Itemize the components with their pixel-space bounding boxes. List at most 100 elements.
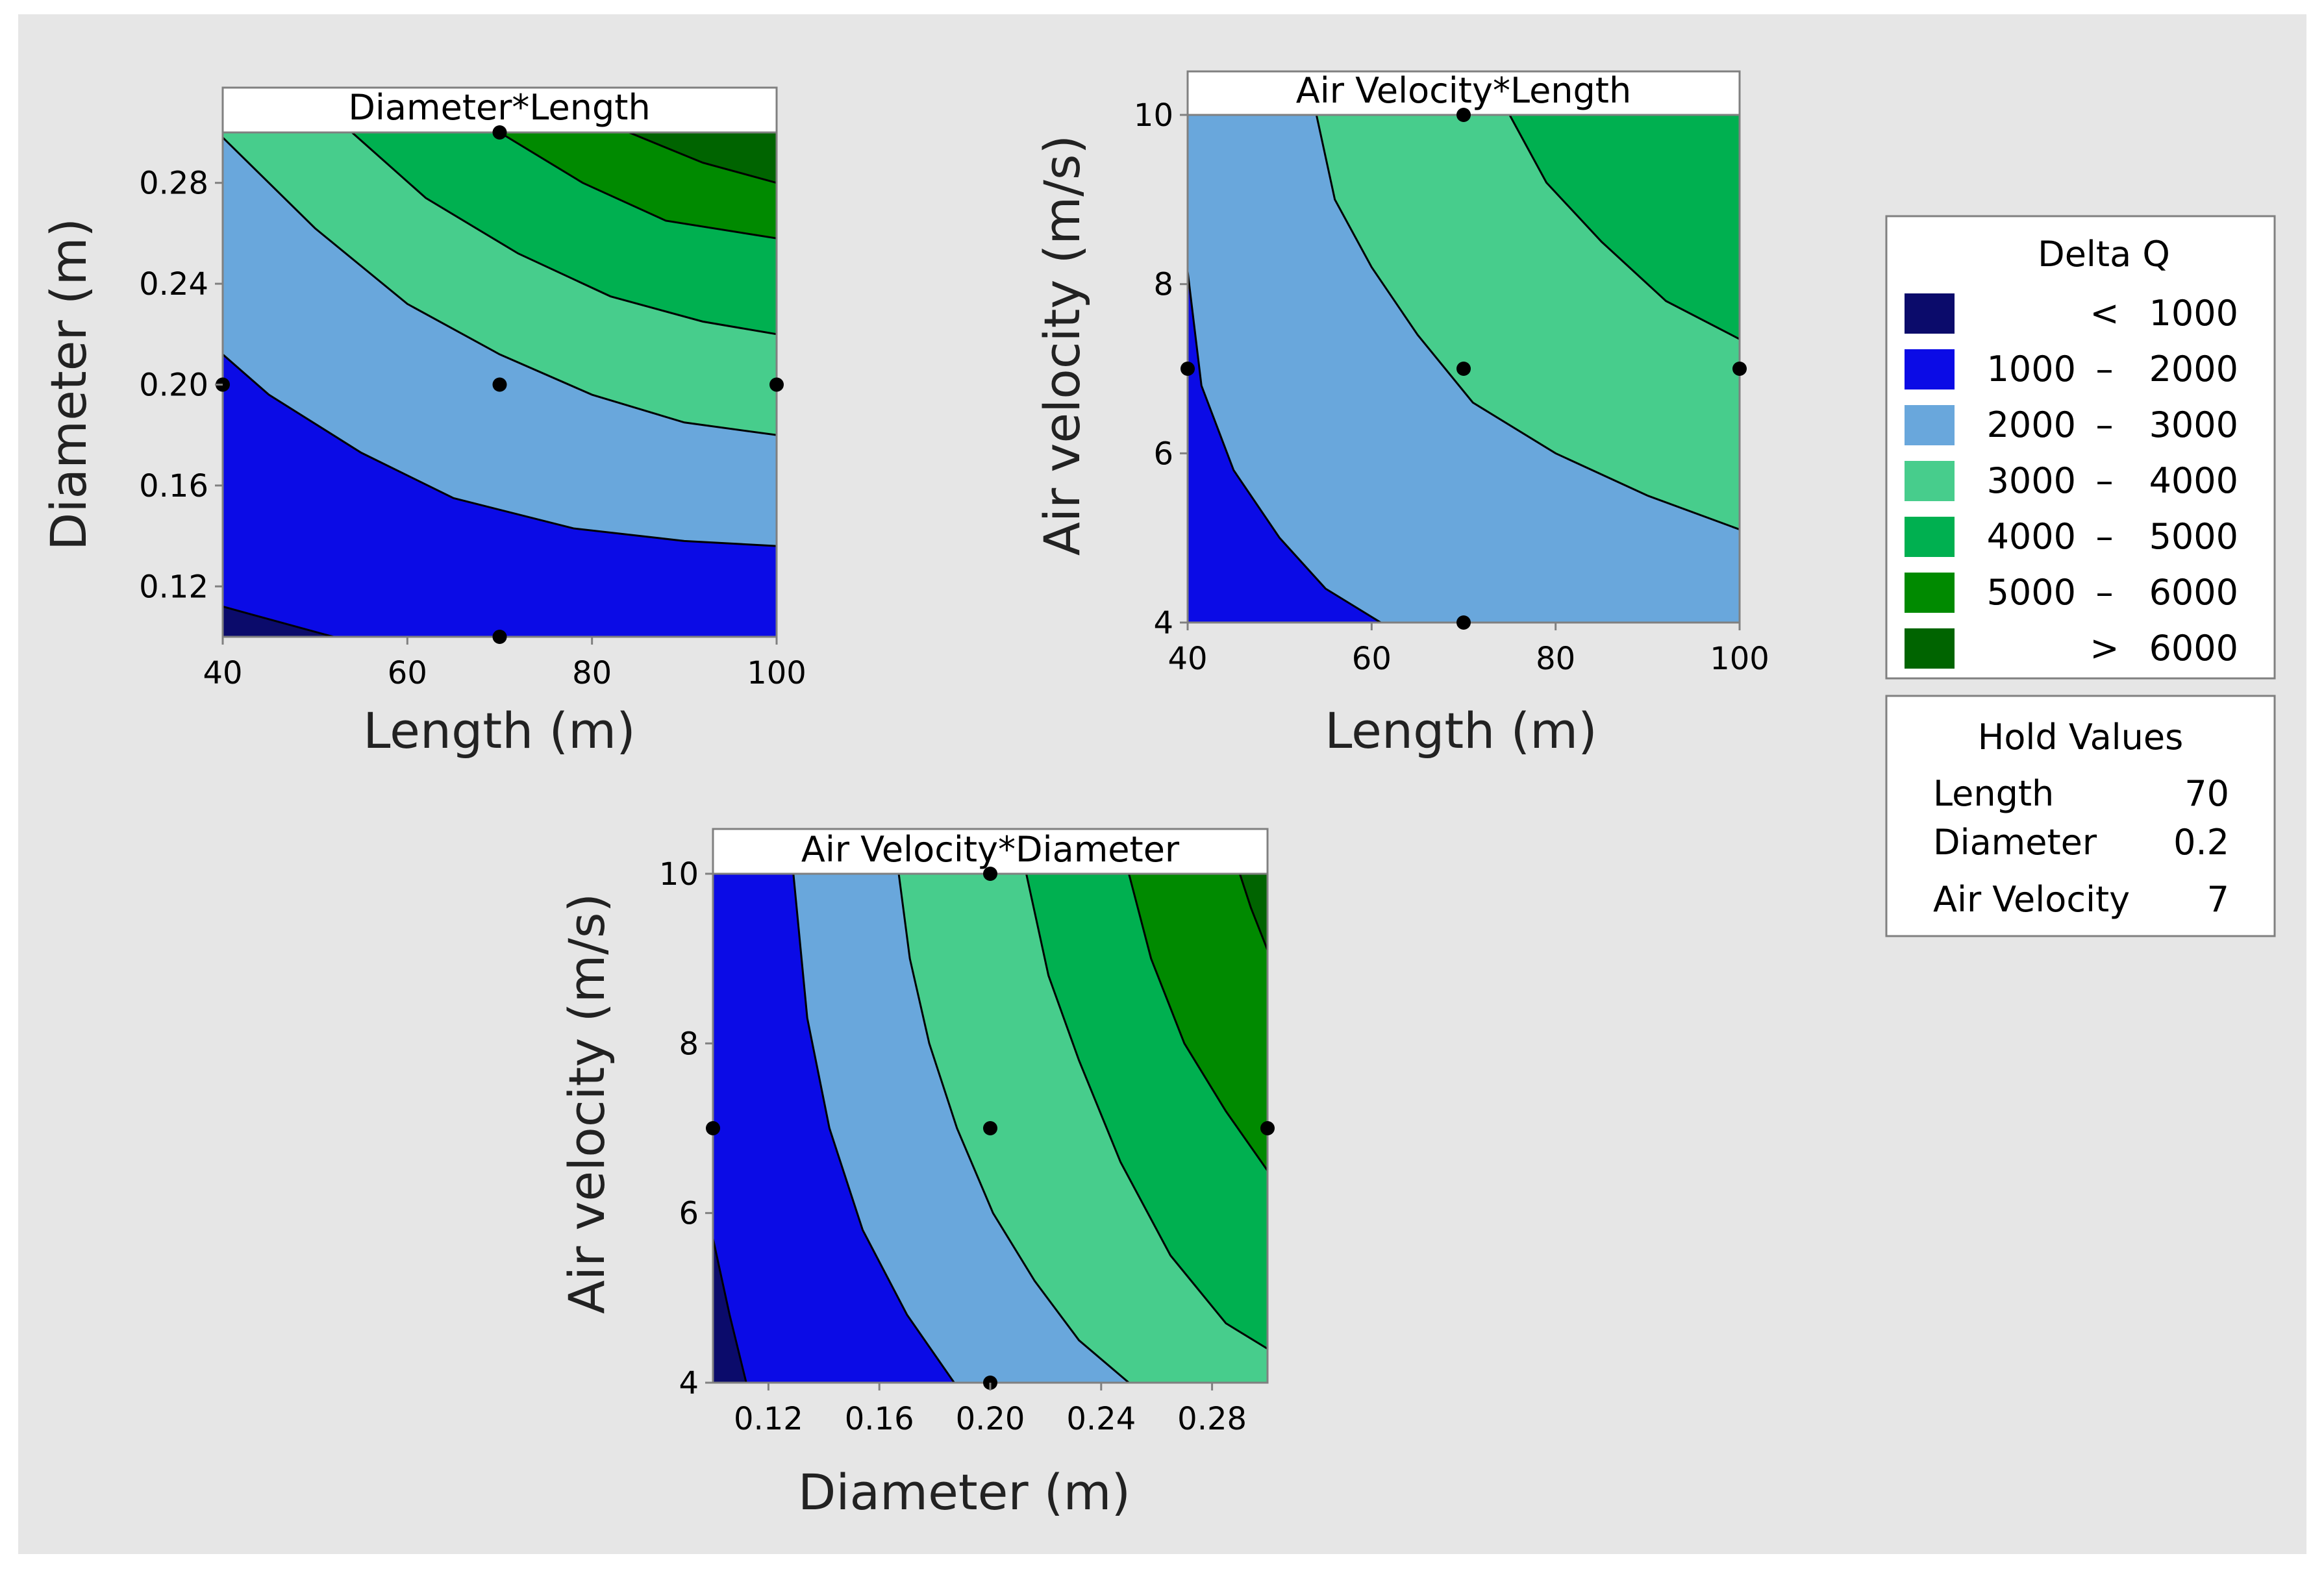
legend-swatch <box>1905 628 1955 669</box>
x-tick-label: 0.24 <box>1066 1401 1136 1437</box>
contour-line <box>1508 115 1740 340</box>
hold-value-length: 70 <box>2184 773 2229 814</box>
hold-name-length: Length <box>1933 773 2054 814</box>
design-point <box>983 1121 997 1135</box>
legend-title: Delta Q <box>2038 234 2170 275</box>
legend-swatch <box>1905 461 1955 501</box>
legend-swatch <box>1905 293 1955 334</box>
contour-line <box>628 132 777 184</box>
contour-line <box>223 353 777 547</box>
hold-values-box <box>1885 695 2276 937</box>
contour-line-group <box>713 874 1268 1383</box>
y-axis-label: Air velocity (m/s) <box>1033 135 1091 556</box>
y-axis-label: Diameter (m) <box>40 218 97 550</box>
design-point <box>983 867 997 881</box>
y-tick-label: 0.20 <box>139 367 208 404</box>
hold-name-diameter: Diameter <box>1933 822 2097 863</box>
x-tick-label: 0.28 <box>1177 1401 1247 1437</box>
plot-title-box <box>1186 70 1741 116</box>
design-point <box>1260 1121 1275 1135</box>
x-axis-label: Diameter (m) <box>798 1463 1131 1521</box>
y-tick-label: 8 <box>679 1026 699 1062</box>
y-tick-group: 4 6 8 10 <box>659 856 713 1402</box>
x-tick-label: 80 <box>1536 641 1575 677</box>
design-point <box>1181 362 1195 376</box>
design-point-group <box>1181 108 1747 630</box>
plot-title: Air Velocity*Length <box>1296 70 1631 111</box>
design-point <box>492 377 507 392</box>
contour-band <box>1129 874 1268 1171</box>
contour-band <box>1509 115 1740 340</box>
y-tick-label: 6 <box>1153 436 1173 472</box>
legend-low: 3000 <box>1987 460 2076 501</box>
legend-separator: – <box>2096 516 2114 557</box>
x-tick-label: 60 <box>388 655 427 691</box>
hold-values-title: Hold Values <box>1978 717 2184 758</box>
legend-high: 4000 <box>2149 460 2238 501</box>
x-axis-label: Length (m) <box>363 702 636 760</box>
legend-separator: – <box>2096 460 2114 501</box>
x-axis-label: Length (m) <box>1325 702 1597 760</box>
legend-high: 1000 <box>2149 293 2238 334</box>
plot-title-box <box>712 828 1269 875</box>
contour-line <box>1128 874 1268 1172</box>
design-point <box>1456 615 1471 630</box>
x-tick-label: 60 <box>1352 641 1392 677</box>
hold-value-diameter: 0.2 <box>2173 822 2229 863</box>
x-tick-label: 0.20 <box>956 1401 1025 1437</box>
legend-separator: – <box>2096 349 2114 389</box>
plot-diameter-length: Diameter*Length 40 60 80 100 0.120.160.200.… <box>40 86 806 760</box>
contour-line <box>223 136 777 436</box>
legend-low: 5000 <box>1987 572 2076 613</box>
design-point <box>706 1121 720 1135</box>
y-tick-label: 10 <box>1134 97 1173 134</box>
contour-line <box>351 132 777 336</box>
plot-title: Diameter*Length <box>348 87 650 128</box>
legend-high: 2000 <box>2149 349 2238 389</box>
legend-low: 1000 <box>1987 349 2076 389</box>
y-tick-label: 8 <box>1153 267 1173 303</box>
x-tick-label: 40 <box>1168 641 1207 677</box>
contour-line <box>792 874 955 1383</box>
x-tick-group: 40 60 80 100 <box>1168 623 1769 677</box>
design-point <box>492 630 507 644</box>
legend-low: 4000 <box>1987 516 2076 557</box>
hold-value-air-velocity: 7 <box>2207 879 2229 920</box>
legend-high: 3000 <box>2149 404 2238 445</box>
plot-title: Air Velocity*Diameter <box>801 829 1180 870</box>
x-tick-label: 100 <box>747 655 806 691</box>
contour-line <box>1238 874 1268 951</box>
contour-line <box>499 132 777 240</box>
plot-airvelocity-diameter: Air Velocity*Diameter 0.12 0.16 0.20 0.24 0.… <box>558 828 1275 1521</box>
y-tick-label: 4 <box>679 1365 699 1402</box>
legend-high: 5000 <box>2149 516 2238 557</box>
x-tick-label: 100 <box>1710 641 1769 677</box>
contour-band <box>629 132 777 183</box>
legend-separator: – <box>2096 572 2114 613</box>
contour-fill-group <box>713 874 1268 1383</box>
y-axis-label: Air velocity (m/s) <box>558 893 616 1314</box>
design-point <box>492 125 507 140</box>
legend-items: <10001000–20002000–30003000–40004000–500… <box>1905 293 2238 669</box>
contour-line <box>223 605 334 637</box>
legend-swatch <box>1905 349 1955 389</box>
y-tick-label: 0.24 <box>139 266 208 303</box>
design-point <box>1456 108 1471 122</box>
x-tick-label: 40 <box>203 655 242 691</box>
y-tick-label: 0.28 <box>139 166 208 202</box>
y-tick-label: 6 <box>679 1196 699 1232</box>
contour-line <box>1315 115 1740 531</box>
hold-name-air-velocity: Air Velocity <box>1933 879 2130 920</box>
legend: Delta Q <10001000–20002000–30003000–4000… <box>1885 215 2276 680</box>
legend-high: 6000 <box>2149 572 2238 613</box>
contour-line <box>897 874 1130 1383</box>
y-tick-label: 10 <box>659 856 699 893</box>
contour-line-group <box>1188 115 1740 623</box>
y-tick-group: 4 6 8 10 <box>1134 97 1188 641</box>
legend-high: 6000 <box>2149 628 2238 669</box>
y-tick-group: 0.12 0.16 0.20 0.24 0.28 <box>139 166 223 605</box>
contour-line <box>1025 874 1268 1350</box>
contour-line <box>1188 271 1382 623</box>
hold-values: Hold Values Length 70 Diameter 0.2 Air V… <box>1885 695 2276 937</box>
x-tick-label: 0.12 <box>734 1401 803 1437</box>
